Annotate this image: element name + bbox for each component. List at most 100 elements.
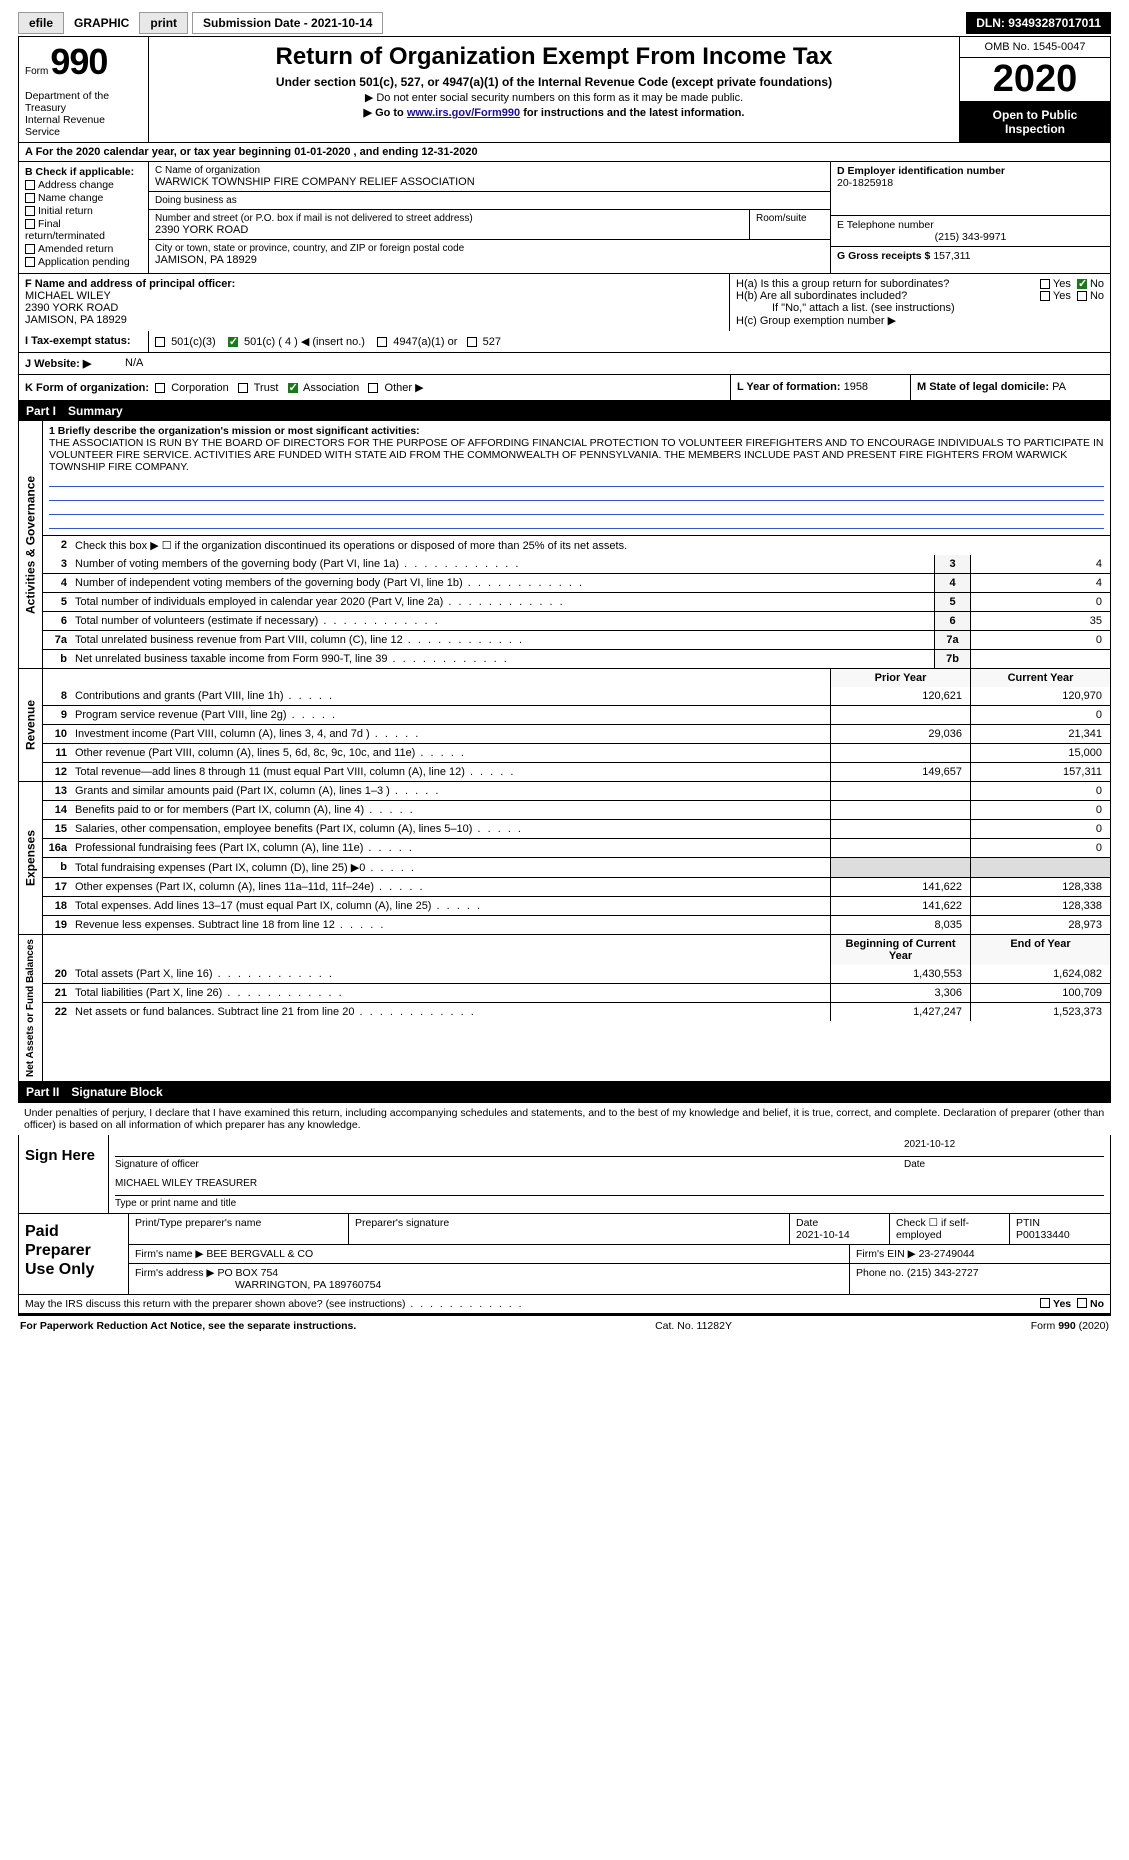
section-a-text: A For the 2020 calendar year, or tax yea… <box>25 146 478 158</box>
officer-city: JAMISON, PA 18929 <box>25 314 127 326</box>
i-4947: 4947(a)(1) or <box>393 336 457 348</box>
form-subtitle: Under section 501(c), 527, or 4947(a)(1)… <box>159 75 949 89</box>
ha-yes-check[interactable] <box>1040 279 1050 289</box>
check-address-change[interactable]: Address change <box>25 179 142 191</box>
k-corp-check[interactable] <box>155 383 165 393</box>
check-initial-return[interactable]: Initial return <box>25 205 142 217</box>
k-other-check[interactable] <box>368 383 378 393</box>
k-label: K Form of organization: <box>25 382 149 394</box>
check-application-pending[interactable]: Application pending <box>25 256 142 268</box>
vert-net: Net Assets or Fund Balances <box>19 935 43 1081</box>
l2-text: Check this box ▶ ☐ if the organization d… <box>71 536 1110 555</box>
vert-governance: Activities & Governance <box>19 421 43 668</box>
note-pre: ▶ Go to <box>364 107 407 119</box>
check-final-return[interactable]: Final return/terminated <box>25 218 142 242</box>
sign-here-label: Sign Here <box>19 1135 109 1213</box>
table-row: 10Investment income (Part VIII, column (… <box>43 724 1110 743</box>
k-other: Other ▶ <box>385 382 424 394</box>
discuss-no-check[interactable] <box>1077 1298 1087 1308</box>
pp-date-label: Date <box>796 1217 818 1229</box>
k-trust-check[interactable] <box>238 383 248 393</box>
omb-number: OMB No. 1545-0047 <box>960 37 1110 58</box>
table-row: 21Total liabilities (Part X, line 26)3,3… <box>43 983 1110 1002</box>
section-klm: K Form of organization: Corporation Trus… <box>18 375 1111 401</box>
date-label: Date <box>904 1159 1104 1170</box>
note-link: ▶ Go to www.irs.gov/Form990 for instruct… <box>159 106 949 119</box>
m-label: M State of legal domicile: <box>917 381 1049 393</box>
k-assoc: Association <box>303 382 359 394</box>
k-assoc-check[interactable] <box>288 383 298 393</box>
table-row: 13Grants and similar amounts paid (Part … <box>43 782 1110 800</box>
street-label: Number and street (or P.O. box if mail i… <box>155 213 743 224</box>
table-row: 9Program service revenue (Part VIII, lin… <box>43 705 1110 724</box>
vert-expenses: Expenses <box>19 782 43 934</box>
col-current: Current Year <box>970 669 1110 687</box>
pra-notice: For Paperwork Reduction Act Notice, see … <box>20 1320 356 1332</box>
g-label: G Gross receipts $ <box>837 250 930 262</box>
website-value: N/A <box>119 353 149 374</box>
note-post: for instructions and the latest informat… <box>520 107 744 119</box>
irs-link[interactable]: www.irs.gov/Form990 <box>407 107 520 119</box>
print-button[interactable]: print <box>139 12 188 34</box>
hb-no-check[interactable] <box>1077 291 1087 301</box>
k-trust: Trust <box>254 382 279 394</box>
i-501c3-check[interactable] <box>155 337 165 347</box>
table-row: 3Number of voting members of the governi… <box>43 555 1110 573</box>
table-row: 18Total expenses. Add lines 13–17 (must … <box>43 896 1110 915</box>
table-row: 22Net assets or fund balances. Subtract … <box>43 1002 1110 1021</box>
section-c: C Name of organization WARWICK TOWNSHIP … <box>149 162 830 273</box>
part2-title: Signature Block <box>71 1085 162 1099</box>
ptin-label: PTIN <box>1016 1217 1040 1229</box>
street-value: 2390 YORK ROAD <box>155 224 743 236</box>
paid-preparer-block: Paid Preparer Use Only Print/Type prepar… <box>18 1214 1111 1295</box>
part1-num: Part I <box>26 404 56 418</box>
check-amended-return[interactable]: Amended return <box>25 243 142 255</box>
section-j: J Website: ▶ N/A <box>18 353 1111 375</box>
table-row: 5Total number of individuals employed in… <box>43 592 1110 611</box>
form-number: 990 <box>50 41 107 83</box>
l1-label: 1 Briefly describe the organization's mi… <box>49 425 420 437</box>
firm-name-label: Firm's name ▶ <box>135 1248 203 1260</box>
ha-no-check[interactable] <box>1077 279 1087 289</box>
discuss-yes: Yes <box>1053 1298 1071 1310</box>
sig-date: 2021-10-12 <box>904 1139 1104 1156</box>
vert-revenue: Revenue <box>19 669 43 781</box>
part2-header: Part II Signature Block <box>18 1082 1111 1102</box>
i-4947-check[interactable] <box>377 337 387 347</box>
ein-value: 20-1825918 <box>837 177 893 189</box>
paid-prep-label: Paid Preparer Use Only <box>19 1214 129 1294</box>
e-label: E Telephone number <box>837 219 1104 231</box>
pp-date: 2021-10-14 <box>796 1229 850 1241</box>
part1-title: Summary <box>68 404 123 418</box>
rev-section: Revenue Prior Year Current Year 8Contrib… <box>18 669 1111 782</box>
firm-addr2: WARRINGTON, PA 189760754 <box>135 1279 381 1291</box>
tax-year: 2020 <box>960 58 1110 102</box>
form-page: efile GRAPHIC print Submission Date - 20… <box>0 0 1129 1348</box>
ptin-value: P00133440 <box>1016 1229 1070 1241</box>
table-row: 8Contributions and grants (Part VIII, li… <box>43 687 1110 705</box>
check-name-change[interactable]: Name change <box>25 192 142 204</box>
line1: 1 Briefly describe the organization's mi… <box>43 421 1110 535</box>
dln-label: DLN: 93493287017011 <box>966 12 1111 34</box>
efile-button[interactable]: efile <box>18 12 64 34</box>
hb-yes-check[interactable] <box>1040 291 1050 301</box>
header-left: Form 990 Department of the Treasury Inte… <box>19 37 149 142</box>
part2-num: Part II <box>26 1085 59 1099</box>
right-col: D Employer identification number 20-1825… <box>830 162 1110 273</box>
col-end: End of Year <box>970 935 1110 965</box>
sign-here-block: Sign Here 2021-10-12 Signature of office… <box>18 1135 1111 1214</box>
firm-ein: 23-2749044 <box>919 1248 975 1260</box>
table-row: 7aTotal unrelated business revenue from … <box>43 630 1110 649</box>
i-501c-check[interactable] <box>228 337 238 347</box>
fh-row: F Name and address of principal officer:… <box>18 273 1111 331</box>
sig-type-label: Type or print name and title <box>115 1198 1104 1209</box>
section-m: M State of legal domicile: PA <box>910 375 1110 400</box>
section-b: B Check if applicable: Address change Na… <box>19 162 149 273</box>
table-row: 15Salaries, other compensation, employee… <box>43 819 1110 838</box>
i-527-check[interactable] <box>467 337 477 347</box>
discuss-yes-check[interactable] <box>1040 1298 1050 1308</box>
i-label: I Tax-exempt status: <box>25 335 131 347</box>
dept-treasury: Department of the Treasury <box>25 90 142 114</box>
irs-label: Internal Revenue Service <box>25 114 142 138</box>
firm-name: BEE BERGVALL & CO <box>206 1248 313 1260</box>
